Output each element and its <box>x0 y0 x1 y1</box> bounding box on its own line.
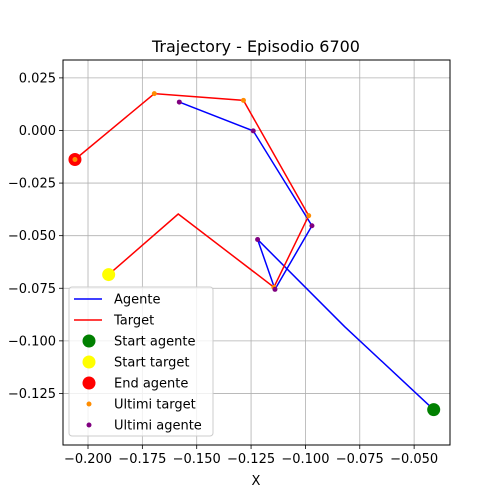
point-ultimi-target <box>240 97 246 103</box>
axes-frame <box>62 59 451 446</box>
point-ultimi-target <box>72 157 78 163</box>
legend-label-ultimi-target: Ultimi target <box>114 398 196 413</box>
x-tick-label: −0.200 <box>64 452 112 467</box>
legend: Agente Target Start agente Start target End … <box>68 286 214 437</box>
y-tick-label: −0.125 <box>8 387 56 402</box>
point-ultimi-agente <box>250 128 256 134</box>
legend-label-start-agente: Start agente <box>114 335 195 350</box>
legend-handle-start-agente <box>82 334 96 348</box>
y-tick-label: −0.050 <box>8 229 56 244</box>
legend-handle-ultimi-agente <box>86 422 92 428</box>
x-tick-label: −0.150 <box>173 452 221 467</box>
y-tick-label: −0.100 <box>8 334 56 349</box>
marker-start-target <box>102 268 116 282</box>
legend-label-target: Target <box>113 314 154 329</box>
chart-title: Trajectory - Episodio 6700 <box>151 37 360 56</box>
legend-label-start-target: Start target <box>114 356 189 371</box>
point-ultimi-target <box>151 91 157 97</box>
x-axis-ticks: −0.200 −0.175 −0.150 −0.125 −0.100 −0.075 −0.0… <box>64 445 438 467</box>
x-tick-label: −0.100 <box>281 452 329 467</box>
point-ultimi-agente <box>255 236 261 242</box>
legend-label-end-agente: End agente <box>114 377 188 392</box>
x-axis-label: X <box>252 474 261 489</box>
x-tick-label: −0.075 <box>336 452 384 467</box>
y-axis-ticks: 0.025 0.000 −0.025 −0.050 −0.075 −0.100 −0.125 <box>8 71 63 402</box>
legend-label-agente: Agente <box>114 293 160 308</box>
point-ultimi-agente <box>176 99 182 105</box>
y-tick-label: 0.000 <box>19 124 56 139</box>
y-tick-label: −0.075 <box>8 282 56 297</box>
grid <box>63 60 450 445</box>
y-tick-label: 0.025 <box>19 71 56 86</box>
y-tick-label: −0.025 <box>8 177 56 192</box>
marker-start-agente <box>427 403 441 417</box>
legend-handle-start-target <box>82 355 96 369</box>
plot-area <box>68 91 441 417</box>
legend-handle-end-agente <box>82 376 96 390</box>
x-tick-label: −0.175 <box>118 452 166 467</box>
legend-box <box>68 286 214 437</box>
legend-handle-ultimi-target <box>86 401 92 407</box>
x-tick-label: −0.050 <box>390 452 438 467</box>
point-ultimi-target <box>306 213 312 219</box>
legend-label-ultimi-agente: Ultimi agente <box>114 419 202 434</box>
point-ultimi-agente <box>309 223 315 229</box>
x-tick-label: −0.125 <box>227 452 275 467</box>
point-ultimi-agente <box>272 286 278 292</box>
